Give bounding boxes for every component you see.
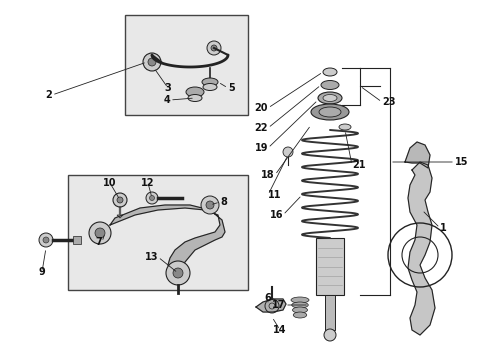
Circle shape [283, 147, 292, 157]
Bar [315, 238, 343, 295]
Ellipse shape [290, 297, 308, 303]
Ellipse shape [317, 92, 341, 104]
Text: 13: 13 [144, 252, 158, 262]
Polygon shape [256, 299, 285, 312]
Text: 11: 11 [267, 190, 281, 200]
Polygon shape [404, 142, 429, 168]
Ellipse shape [323, 68, 336, 76]
Circle shape [173, 268, 183, 278]
Circle shape [39, 233, 53, 247]
Polygon shape [110, 205, 224, 272]
Circle shape [43, 237, 49, 243]
Text: 16: 16 [269, 210, 283, 220]
Circle shape [89, 222, 111, 244]
Bar [68, 175, 247, 290]
Text: 19: 19 [254, 143, 267, 153]
Text: 10: 10 [103, 178, 117, 188]
Ellipse shape [310, 104, 348, 120]
Circle shape [117, 197, 123, 203]
Ellipse shape [187, 94, 202, 102]
Ellipse shape [320, 81, 338, 90]
FancyArrow shape [117, 207, 123, 218]
Circle shape [201, 196, 219, 214]
Circle shape [206, 41, 221, 55]
Bar [73, 236, 81, 244]
Text: 12: 12 [141, 178, 154, 188]
Text: 21: 21 [351, 160, 365, 170]
Circle shape [205, 201, 214, 209]
Text: 17: 17 [271, 300, 285, 310]
Circle shape [165, 261, 190, 285]
Text: 15: 15 [454, 157, 468, 167]
Circle shape [149, 195, 154, 201]
Text: 2: 2 [45, 90, 52, 100]
Bar [125, 15, 247, 115]
Text: 9: 9 [39, 267, 45, 277]
Circle shape [324, 329, 335, 341]
Text: 7: 7 [95, 237, 102, 247]
Text: 5: 5 [227, 83, 234, 93]
Circle shape [148, 58, 156, 66]
Ellipse shape [202, 78, 218, 86]
Text: 6: 6 [264, 293, 271, 303]
Ellipse shape [292, 307, 307, 313]
Ellipse shape [338, 124, 350, 130]
Circle shape [142, 53, 161, 71]
Text: 4: 4 [163, 95, 170, 105]
Ellipse shape [293, 312, 306, 318]
Text: 22: 22 [254, 123, 267, 133]
Bar [325, 295, 334, 330]
Circle shape [210, 45, 217, 51]
Ellipse shape [323, 94, 336, 102]
Text: 18: 18 [261, 170, 274, 180]
Text: 14: 14 [273, 325, 286, 335]
Ellipse shape [318, 107, 340, 117]
Ellipse shape [203, 84, 217, 90]
Circle shape [113, 193, 127, 207]
Circle shape [95, 228, 105, 238]
Text: 1: 1 [439, 223, 446, 233]
Text: 23: 23 [381, 97, 395, 107]
Circle shape [146, 192, 158, 204]
Text: 3: 3 [164, 83, 171, 93]
Polygon shape [407, 162, 434, 335]
Text: 20: 20 [254, 103, 267, 113]
Text: 8: 8 [220, 197, 226, 207]
Ellipse shape [291, 302, 307, 308]
Ellipse shape [185, 87, 203, 97]
